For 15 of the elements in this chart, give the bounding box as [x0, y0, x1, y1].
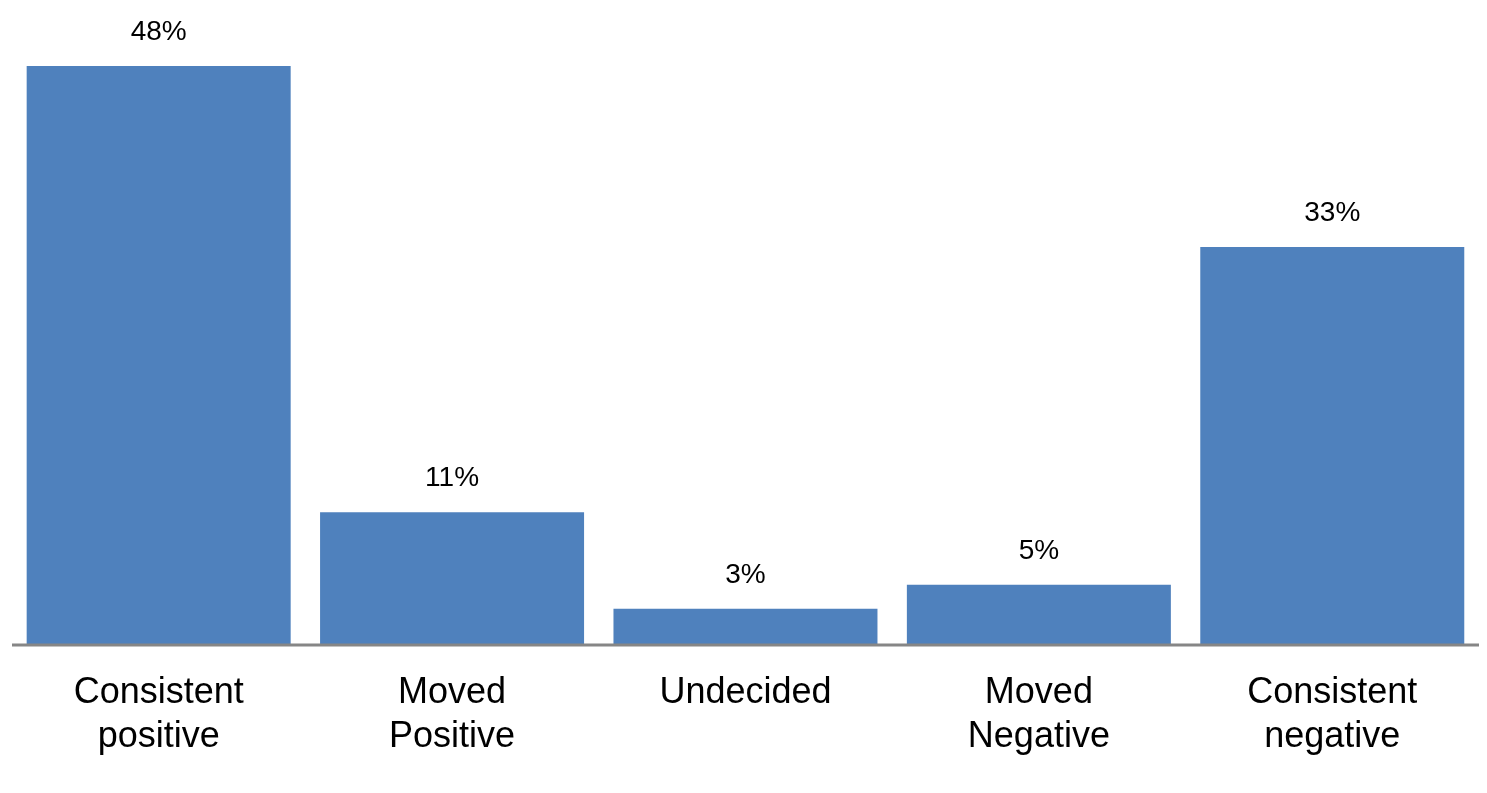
data-label: 3%: [725, 557, 766, 589]
data-label: 33%: [1304, 195, 1361, 227]
x-tick-label: Consistent negative: [1247, 670, 1418, 755]
x-tick-label: Undecided: [659, 670, 832, 711]
x-tick-label: Moved Positive: [389, 670, 516, 755]
data-label: 5%: [1018, 533, 1060, 565]
data-label: 48%: [130, 15, 187, 46]
bar: [1200, 246, 1465, 645]
bar: [906, 584, 1171, 645]
data-label: 11%: [425, 461, 480, 493]
x-tick-label: Moved Negative: [967, 670, 1110, 755]
bar: [320, 512, 585, 645]
bar: [26, 66, 291, 645]
bar: [613, 608, 878, 645]
x-tick-label: Consistent positive: [73, 670, 244, 755]
